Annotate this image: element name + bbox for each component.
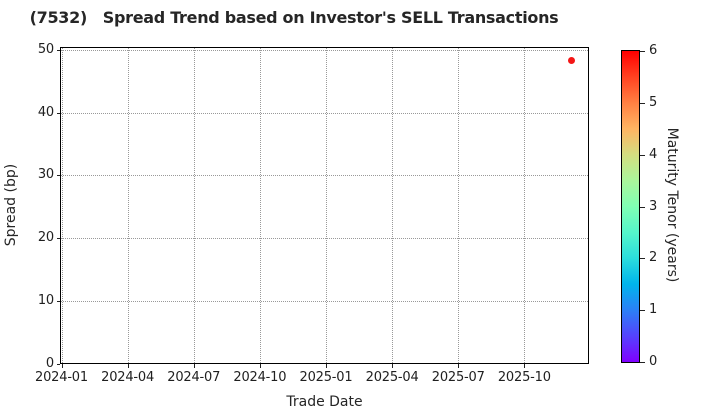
x-gridline <box>259 48 261 363</box>
x-gridline <box>392 48 394 363</box>
x-tick-label: 2025-04 <box>365 370 419 385</box>
y-tick-label: 30 <box>37 167 54 183</box>
colorbar-tick-mark <box>640 310 645 312</box>
colorbar-tick-label: 1 <box>649 302 658 318</box>
x-tick-mark <box>127 364 129 368</box>
y-axis-label: Spread (bp) <box>3 163 19 247</box>
colorbar <box>621 50 640 363</box>
x-gridline <box>127 48 129 363</box>
colorbar-tick-label: 6 <box>649 43 658 59</box>
colorbar-tick-label: 2 <box>649 250 658 266</box>
x-gridline <box>193 48 195 363</box>
colorbar-gradient <box>622 51 639 362</box>
x-tick-label: 2024-07 <box>167 370 221 385</box>
colorbar-tick-label: 5 <box>649 94 658 110</box>
y-tick-label: 50 <box>37 42 54 57</box>
y-tick-label: 10 <box>37 292 54 308</box>
y-tick-mark <box>56 50 60 51</box>
y-tick-mark <box>56 300 60 302</box>
colorbar-tick-mark <box>640 102 645 104</box>
x-axis-label: Trade Date <box>286 394 363 410</box>
y-tick-mark <box>56 238 60 240</box>
y-tick-mark <box>56 363 60 365</box>
x-tick-mark <box>193 364 195 368</box>
x-tick-mark <box>61 364 63 368</box>
data-point <box>567 56 575 64</box>
colorbar-tick-mark <box>640 51 645 53</box>
x-gridline <box>325 48 327 363</box>
colorbar-tick-mark <box>640 362 645 363</box>
colorbar-tick-label: 4 <box>649 146 658 162</box>
y-gridline <box>61 300 588 302</box>
x-tick-label: 2025-10 <box>497 370 551 385</box>
y-tick-label: 0 <box>45 355 54 371</box>
colorbar-tick-label: 0 <box>649 354 658 369</box>
y-tick-label: 20 <box>37 230 54 246</box>
x-gridline <box>61 48 63 363</box>
x-tick-label: 2025-07 <box>431 370 485 385</box>
x-tick-label: 2025-01 <box>299 370 353 385</box>
x-tick-label: 2024-10 <box>233 370 287 385</box>
x-tick-mark <box>458 364 460 368</box>
x-tick-mark <box>392 364 394 368</box>
colorbar-tick-label: 3 <box>649 198 658 214</box>
colorbar-label: Maturity Tenor (years) <box>664 127 680 283</box>
y-tick-mark <box>56 112 60 114</box>
x-tick-label: 2024-04 <box>101 370 155 385</box>
plot-area <box>60 47 589 364</box>
y-gridline <box>61 50 588 51</box>
y-tick-mark <box>56 175 60 177</box>
x-tick-mark <box>325 364 327 368</box>
colorbar-tick-mark <box>640 206 645 208</box>
colorbar-tick-mark <box>640 154 645 156</box>
y-gridline <box>61 238 588 240</box>
y-gridline <box>61 175 588 177</box>
y-gridline <box>61 112 588 114</box>
x-tick-mark <box>259 364 261 368</box>
chart-title: (7532) Spread Trend based on Investor's … <box>29 8 559 27</box>
colorbar-tick-mark <box>640 258 645 260</box>
x-gridline <box>458 48 460 363</box>
y-tick-label: 40 <box>37 104 54 120</box>
x-tick-label: 2024-01 <box>35 370 88 385</box>
x-gridline <box>524 48 526 363</box>
x-tick-mark <box>524 364 526 368</box>
